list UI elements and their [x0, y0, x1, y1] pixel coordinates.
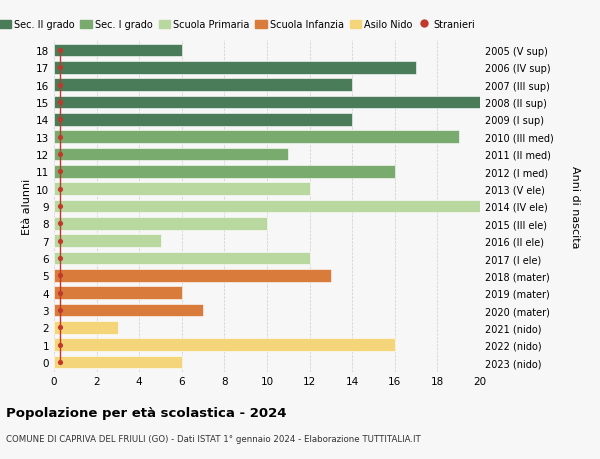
Point — [56, 64, 65, 72]
Bar — [54, 356, 182, 369]
Point — [56, 237, 65, 245]
Bar — [54, 200, 480, 213]
Point — [56, 151, 65, 158]
Bar — [54, 114, 352, 126]
Bar — [54, 131, 459, 144]
Bar — [54, 269, 331, 282]
Bar — [54, 79, 352, 92]
Point — [56, 341, 65, 349]
Bar — [54, 252, 310, 265]
Point — [56, 307, 65, 314]
Bar — [54, 235, 161, 247]
Point — [56, 203, 65, 210]
Point — [56, 117, 65, 124]
Text: Popolazione per età scolastica - 2024: Popolazione per età scolastica - 2024 — [6, 406, 287, 419]
Point — [56, 99, 65, 106]
Point — [56, 272, 65, 280]
Point — [56, 134, 65, 141]
Bar — [54, 183, 310, 196]
Point — [56, 168, 65, 176]
Point — [56, 47, 65, 55]
Bar — [54, 148, 289, 161]
Bar — [54, 62, 416, 74]
Legend: Sec. II grado, Sec. I grado, Scuola Primaria, Scuola Infanzia, Asilo Nido, Stran: Sec. II grado, Sec. I grado, Scuola Prim… — [0, 20, 475, 30]
Point — [56, 255, 65, 262]
Bar — [54, 96, 480, 109]
Point — [56, 324, 65, 331]
Bar — [54, 339, 395, 351]
Point — [56, 358, 65, 366]
Point — [56, 82, 65, 89]
Y-axis label: Anni di nascita: Anni di nascita — [570, 165, 580, 248]
Point — [56, 220, 65, 228]
Point — [56, 185, 65, 193]
Bar — [54, 166, 395, 178]
Point — [56, 289, 65, 297]
Bar — [54, 321, 118, 334]
Bar — [54, 45, 182, 57]
Bar — [54, 304, 203, 317]
Text: COMUNE DI CAPRIVA DEL FRIULI (GO) - Dati ISTAT 1° gennaio 2024 - Elaborazione TU: COMUNE DI CAPRIVA DEL FRIULI (GO) - Dati… — [6, 434, 421, 443]
Bar — [54, 287, 182, 299]
Bar — [54, 218, 267, 230]
Y-axis label: Età alunni: Età alunni — [22, 179, 32, 235]
